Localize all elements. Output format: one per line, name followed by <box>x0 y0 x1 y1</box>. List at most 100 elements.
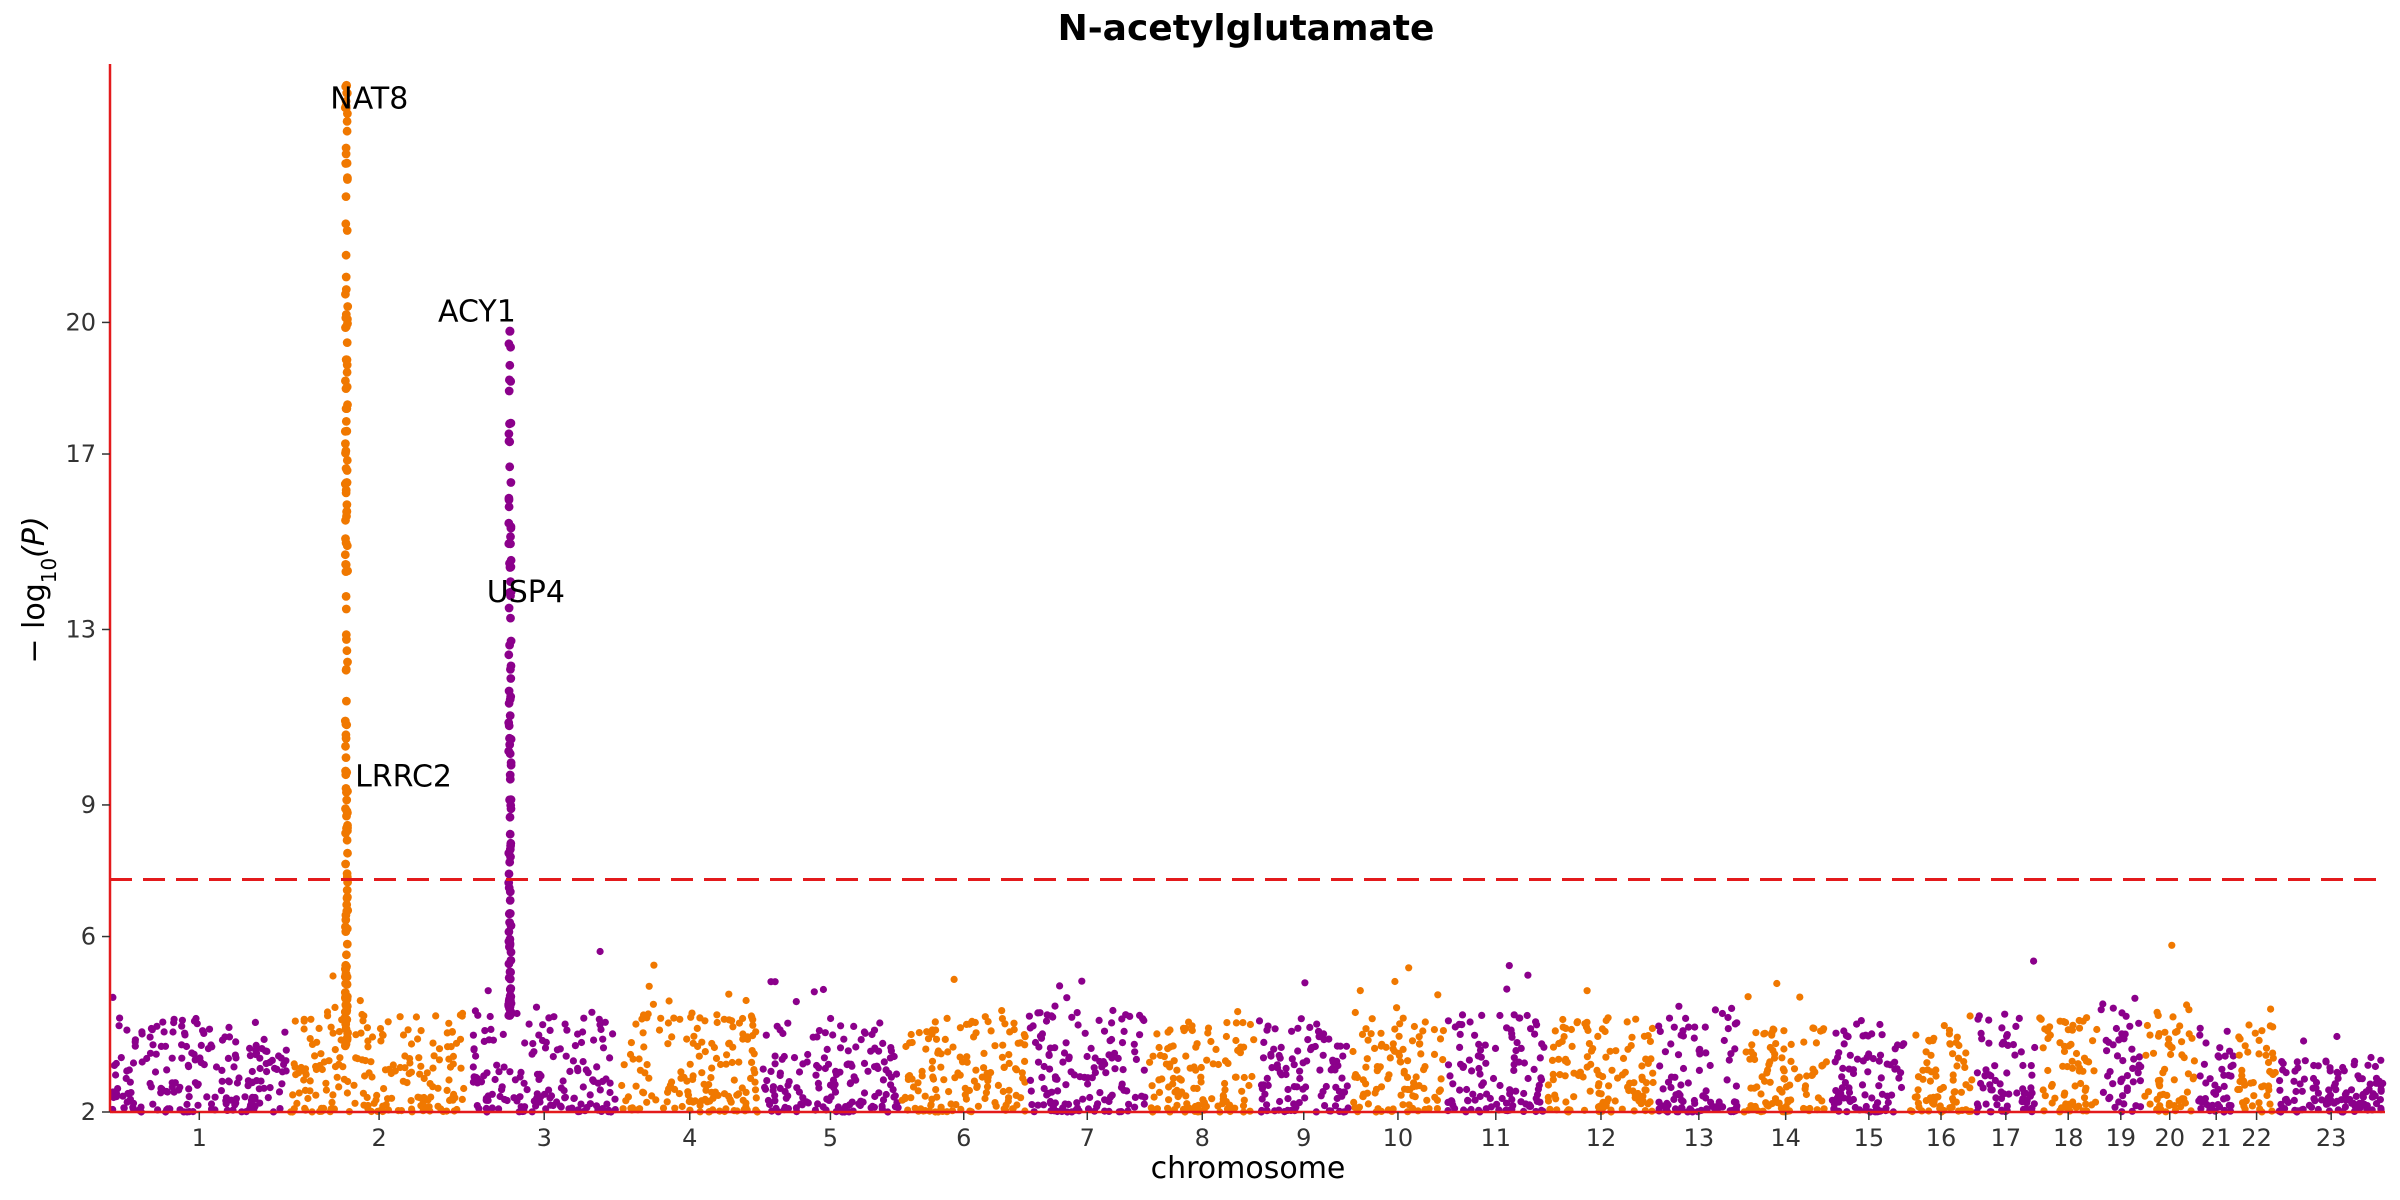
data-point <box>980 1064 988 1072</box>
data-point <box>482 1104 490 1112</box>
data-point <box>748 1013 756 1021</box>
peak-point <box>506 838 516 848</box>
data-point <box>2126 1022 2134 1030</box>
data-point <box>1296 1074 1304 1083</box>
data-point <box>1633 1094 1641 1102</box>
data-point <box>1084 1080 1092 1088</box>
data-point <box>2135 1063 2143 1071</box>
data-point <box>1131 1048 1139 1056</box>
data-point <box>2251 1029 2259 1037</box>
data-point <box>1999 1038 2008 1046</box>
data-point <box>1520 1059 1528 1067</box>
data-point <box>112 1071 120 1079</box>
data-point <box>1744 993 1752 1001</box>
data-point <box>1674 1051 1683 1059</box>
data-point <box>2218 1065 2226 1073</box>
data-point <box>1858 1081 1867 1089</box>
data-point <box>1784 1098 1792 1106</box>
data-point <box>2165 1035 2173 1043</box>
peak-point <box>341 630 351 640</box>
data-point <box>1659 1085 1667 1093</box>
data-point <box>1018 1069 1026 1077</box>
data-point <box>1875 1082 1883 1090</box>
data-point <box>291 1017 299 1025</box>
data-point <box>689 1098 697 1106</box>
data-point <box>1173 1101 1181 1109</box>
data-point <box>687 1013 695 1021</box>
data-point <box>367 1058 375 1066</box>
data-point <box>1421 1063 1429 1071</box>
data-point <box>790 1054 799 1062</box>
data-point <box>1332 1083 1340 1091</box>
data-point <box>708 1064 716 1072</box>
data-point <box>1883 1092 1891 1100</box>
data-point <box>1562 1024 1570 1032</box>
data-point <box>429 1039 437 1047</box>
data-point <box>1029 1022 1037 1030</box>
data-point <box>131 1036 139 1044</box>
y-tick-label: 13 <box>65 615 96 643</box>
data-point <box>1288 1055 1296 1063</box>
data-point <box>1679 1064 1688 1073</box>
data-point <box>580 1014 588 1022</box>
peak-point <box>341 719 351 729</box>
data-point <box>498 1083 506 1091</box>
data-point <box>717 1060 725 1069</box>
data-point <box>695 1052 703 1060</box>
data-point <box>870 1026 879 1034</box>
data-point <box>803 1058 811 1066</box>
data-point <box>1491 1044 1500 1052</box>
data-point <box>248 1067 256 1076</box>
peak-point <box>504 1000 514 1009</box>
data-point <box>1051 1099 1059 1107</box>
data-point <box>609 1030 617 1038</box>
data-point <box>767 978 775 986</box>
data-point <box>1975 1012 1983 1020</box>
data-point <box>709 1094 717 1102</box>
data-point <box>486 1012 494 1021</box>
data-point <box>2142 1051 2150 1059</box>
data-point <box>2039 1044 2047 1052</box>
data-point <box>1393 1004 1401 1012</box>
data-point <box>664 1040 672 1048</box>
data-point <box>329 1091 337 1099</box>
data-point <box>2069 1021 2077 1029</box>
data-point <box>2250 1092 2258 1100</box>
data-point <box>851 1075 859 1083</box>
data-point <box>1562 1098 1570 1106</box>
chromosome-points-16 <box>1907 1012 1976 1116</box>
data-point <box>1466 1018 1474 1026</box>
peak-point <box>504 386 514 396</box>
data-point <box>360 1012 368 1020</box>
x-tick-label: 16 <box>1926 1124 1957 1152</box>
data-point <box>1471 1031 1479 1039</box>
data-point <box>491 1075 499 1084</box>
data-point <box>149 1041 157 1049</box>
data-point <box>301 1104 309 1112</box>
data-point <box>1051 1002 1059 1010</box>
data-point <box>1284 1085 1292 1094</box>
data-point <box>2290 1096 2298 1104</box>
data-point <box>356 997 364 1005</box>
data-point <box>404 1026 412 1034</box>
data-point <box>275 1088 284 1096</box>
data-point <box>1544 1097 1553 1105</box>
data-point <box>1362 1025 1370 1033</box>
data-point <box>1372 1085 1381 1093</box>
data-point <box>1325 1035 1333 1043</box>
data-point <box>1985 1016 1993 1024</box>
data-point <box>1982 1066 1990 1074</box>
data-point <box>559 1077 567 1085</box>
data-point <box>407 1097 415 1105</box>
data-point <box>887 1047 896 1055</box>
data-point <box>1268 1064 1276 1072</box>
data-point <box>1451 1023 1459 1031</box>
data-point <box>1444 1017 1452 1025</box>
data-point <box>974 1102 983 1110</box>
data-point <box>370 1099 378 1107</box>
data-point <box>632 1082 640 1090</box>
data-point <box>1000 1063 1008 1071</box>
data-point <box>984 1073 992 1081</box>
peak-point <box>505 974 515 984</box>
data-point <box>1177 1076 1185 1084</box>
